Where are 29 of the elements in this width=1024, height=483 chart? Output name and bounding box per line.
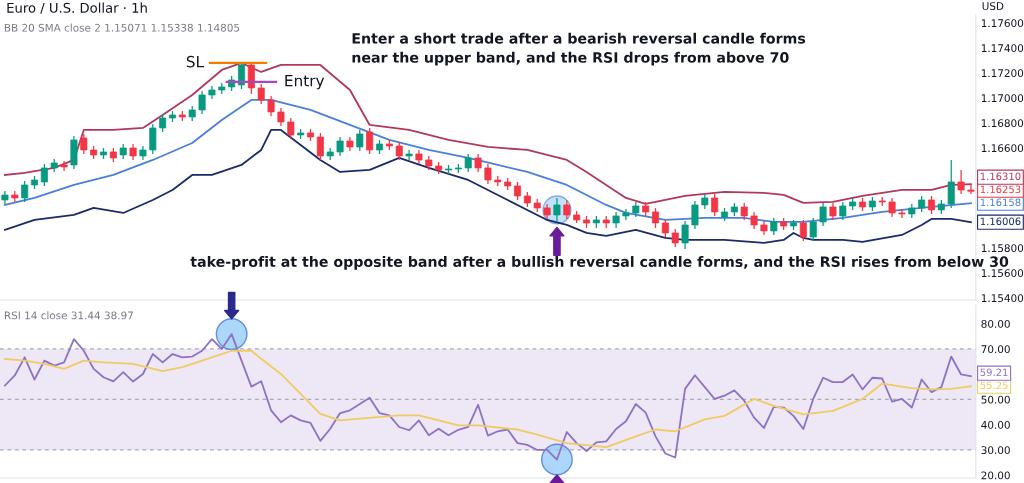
y-tick-label: 80.00	[981, 319, 1010, 328]
y-tick-label: 20.00	[981, 471, 1010, 480]
y-tick-label: 1.15600	[981, 269, 1024, 278]
text: 1.16253	[980, 185, 1021, 194]
y-tick-label: 1.15400	[981, 294, 1024, 303]
text: BB 20 SMA close 2 1.15071 1.15338 1.14805	[4, 23, 240, 32]
data-label: 59.21	[980, 368, 1008, 377]
y-tick-label: 1.17400	[981, 44, 1024, 53]
chart-subtitle: RSI 14 close 31.44 38.97	[4, 311, 133, 320]
data-label: 1.16310	[980, 172, 1021, 181]
y-tick-label: 1.15800	[981, 244, 1024, 253]
data-label: 1.16158	[980, 198, 1021, 207]
ref-line-label: Entry	[285, 75, 325, 90]
y-tick-label: 40.00	[981, 420, 1010, 429]
y-tick-label: 1.16800	[981, 119, 1024, 128]
y-tick-label: 1.17000	[981, 94, 1024, 103]
annotation: take-profit at the opposite band after a bullish reversal candle forms, and the RSI rises from below 30	[190, 256, 1009, 270]
y-tick-label: 70.00	[981, 345, 1010, 354]
data-label: 1.16006	[980, 217, 1021, 226]
y-axis-title: USD	[982, 2, 1004, 11]
annotation: Enter a short trade after a bearish reversal candle forms near the upper band, and the RSI drops from above 70	[352, 32, 806, 66]
y-tick-label: 30.00	[981, 446, 1010, 455]
y-tick-label: 50.00	[981, 395, 1010, 404]
ref-line-label: SL	[186, 55, 204, 68]
y-tick-label: 1.17600	[981, 19, 1024, 28]
chart-title: Euro / U.S. Dollar · 1h	[7, 2, 147, 14]
data-label: 55.25	[980, 381, 1008, 390]
y-tick-label: 1.16600	[981, 144, 1024, 153]
y-tick-label: 1.17200	[981, 69, 1024, 78]
